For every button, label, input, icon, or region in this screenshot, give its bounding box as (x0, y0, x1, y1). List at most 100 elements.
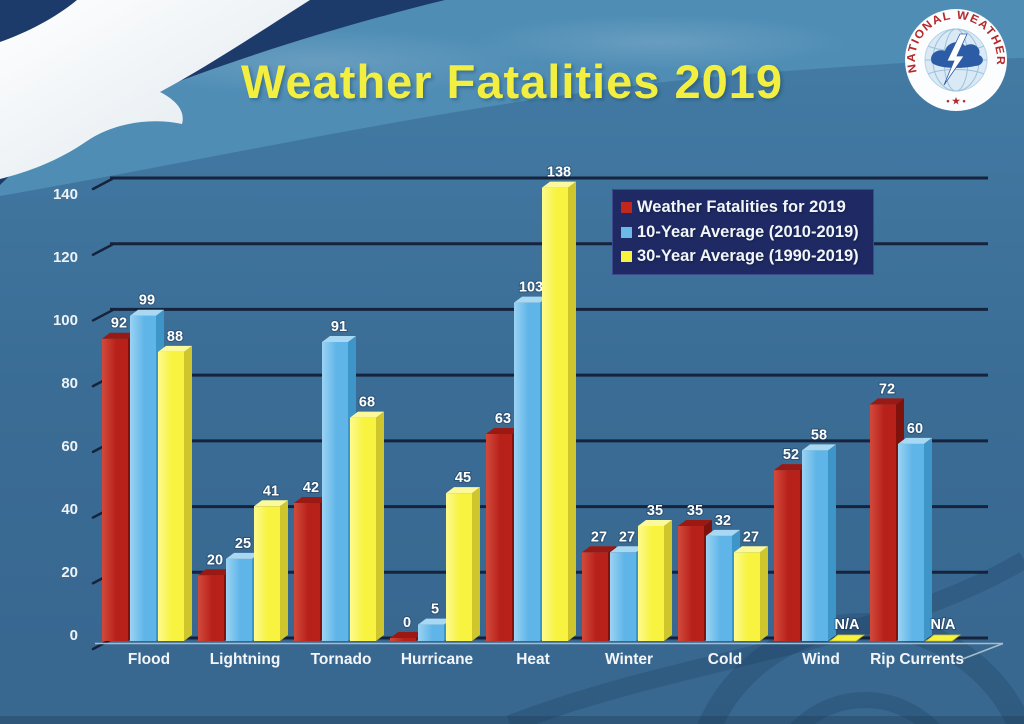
bar-front (198, 575, 224, 641)
value-label: 42 (303, 480, 319, 496)
page-title: Weather Fatalities 2019 (241, 55, 783, 108)
bars: Flood 92 99 88 Lightning 20 25 41 Tornado 42 91 68 H… (102, 164, 964, 668)
bar-front (678, 526, 704, 641)
bar-side (924, 437, 932, 641)
bar-front (638, 526, 664, 641)
lightning-icon (943, 33, 968, 86)
bar-front (254, 506, 280, 641)
category-label: Wind (802, 651, 840, 668)
value-label: 0 (403, 615, 411, 631)
bar-top (418, 618, 452, 625)
value-label: 25 (235, 536, 251, 552)
value-label: 45 (455, 470, 471, 486)
bar-top (582, 546, 616, 553)
legend-item: 10-Year Average (2010-2019) (621, 223, 869, 242)
bar-top (870, 398, 904, 405)
value-label: 92 (111, 316, 127, 332)
bar-top (350, 411, 384, 418)
bar-side (184, 345, 192, 641)
value-label: 27 (591, 529, 607, 545)
y-axis-label: 60 (61, 438, 78, 455)
value-label: 72 (879, 381, 895, 397)
y-axis-label: 20 (61, 564, 78, 581)
bar-top (322, 336, 356, 342)
value-label: 41 (263, 483, 279, 499)
bar-front (294, 503, 320, 641)
value-label: 91 (331, 319, 347, 335)
nws-logo: NATIONAL WEATHER SERVICE • ★ • (902, 6, 1007, 111)
legend-swatch-icon (621, 201, 632, 213)
floor-edge (959, 642, 1004, 661)
bar-front (418, 624, 444, 641)
bar-top (610, 546, 644, 553)
value-label: 60 (907, 421, 923, 437)
category-label: Rip Currents (870, 651, 964, 668)
value-label: 88 (167, 329, 183, 345)
bar-front (158, 351, 184, 641)
y-axis-label: 100 (53, 312, 78, 329)
na-marker (924, 634, 962, 642)
bar-top (678, 520, 712, 526)
bar-side (664, 520, 672, 641)
swoosh-graphic (0, 0, 310, 179)
bar-side (568, 181, 576, 642)
bar-front (774, 470, 800, 641)
value-label: 68 (359, 395, 375, 411)
bar-front (226, 558, 252, 641)
bar-front (514, 302, 540, 641)
bar-side (376, 411, 384, 641)
bar-top (774, 464, 808, 471)
bar-top (254, 500, 288, 507)
bar-front (446, 493, 472, 641)
bar-top (226, 552, 260, 559)
bar-front (542, 187, 568, 642)
axis-tick (91, 243, 114, 256)
bar-front (802, 450, 828, 641)
bar-front (706, 535, 732, 641)
axis-tick (91, 309, 114, 322)
value-label: 103 (519, 280, 543, 296)
bar-top (198, 569, 232, 576)
bar-top (486, 428, 520, 434)
value-label: 35 (687, 503, 703, 519)
y-axis-label: 140 (53, 186, 78, 203)
bar-top (446, 487, 480, 494)
category-label: Winter (605, 651, 653, 668)
bar-top (390, 632, 424, 638)
category-label: Lightning (210, 651, 281, 668)
bar-front (102, 338, 128, 641)
value-label: 58 (811, 427, 827, 443)
value-label: 32 (715, 513, 731, 529)
bar-top (898, 437, 932, 444)
bar-top (542, 181, 576, 188)
legend-item: Weather Fatalities for 2019 (621, 198, 869, 217)
bar-front (582, 552, 608, 641)
category-label: Hurricane (401, 651, 474, 668)
legend: Weather Fatalities for 2019 10-Year Avera… (612, 189, 874, 275)
value-label: 99 (139, 293, 155, 309)
logo-star-marks: • ★ • (946, 96, 965, 106)
bar-front (610, 552, 636, 641)
bar-side (828, 444, 836, 641)
bar-front (486, 434, 512, 641)
bar-front (898, 443, 924, 641)
bar-top (294, 497, 328, 503)
legend-item: 30-Year Average (1990-2019) (621, 247, 869, 266)
bar-top (734, 546, 768, 553)
category-label: Cold (708, 651, 742, 668)
category-label: Flood (128, 651, 170, 668)
cloud-shape (470, 14, 850, 70)
value-label: 52 (783, 447, 799, 463)
legend-label: 30-Year Average (1990-2019) (637, 247, 859, 266)
legend-swatch-icon (621, 226, 632, 238)
bar-side (760, 546, 768, 641)
bottom-strip (0, 716, 1024, 724)
category-label: Heat (516, 651, 550, 668)
bar-front (390, 638, 416, 641)
bar-top (158, 345, 192, 352)
bar-front (870, 404, 896, 641)
bar-front (734, 552, 760, 641)
watermark-swirl (506, 552, 1024, 724)
bar-side (472, 487, 480, 641)
